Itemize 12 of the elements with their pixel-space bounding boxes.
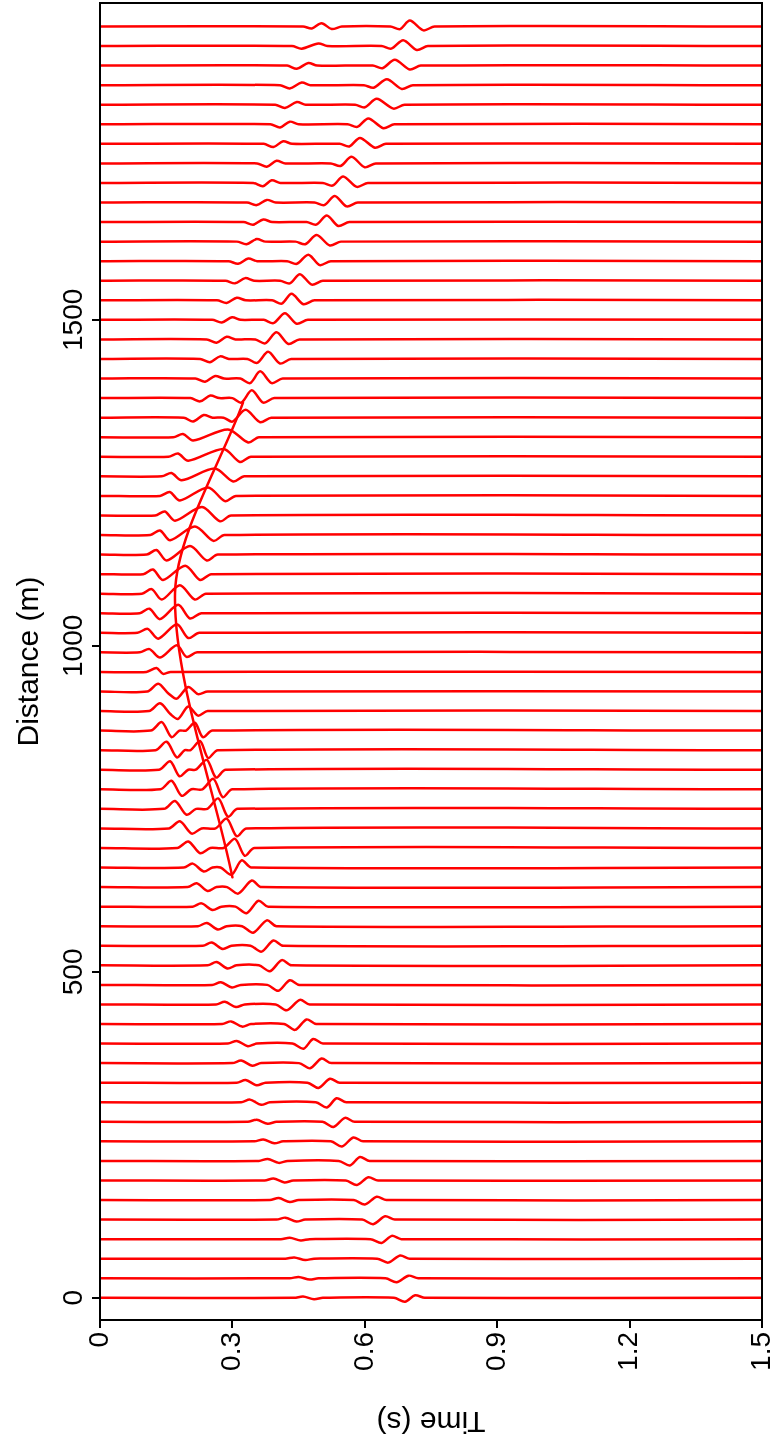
y-tick-label: 500 <box>56 948 88 996</box>
y-tick-label: 1500 <box>56 288 88 352</box>
y-tick-label: 0 <box>56 1290 88 1306</box>
x-tick-label: 1.5 <box>744 1332 775 1371</box>
x-tick-label: 0 <box>82 1332 114 1348</box>
y-axis-title: Distance (m) <box>11 576 45 747</box>
y-tick-label: 1000 <box>56 614 88 677</box>
x-tick-label: 0.9 <box>479 1332 511 1371</box>
x-tick-label: 1.2 <box>612 1332 644 1371</box>
x-tick-label: 0.3 <box>215 1332 247 1371</box>
x-tick-label: 0.6 <box>347 1332 379 1371</box>
x-axis-title: Time (s) <box>376 1405 486 1439</box>
